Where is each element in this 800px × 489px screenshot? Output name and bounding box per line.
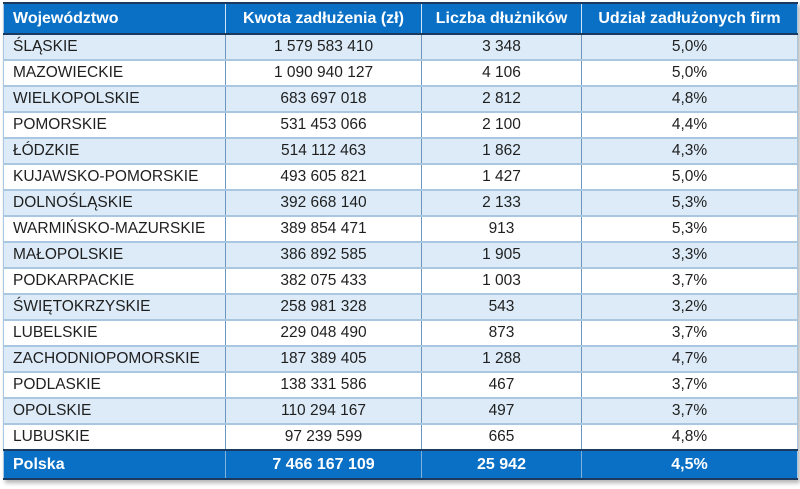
debt-amount-cell: 1 090 940 127 — [225, 60, 422, 86]
total-debt-cell: 7 466 167 109 — [225, 450, 422, 479]
region-cell: PODKARPACKIE — [3, 268, 226, 294]
table-row: KUJAWSKO-POMORSKIE 493 605 821 1 427 5,0… — [3, 164, 798, 190]
region-cell: WARMIŃSKO-MAZURSKIE — [3, 216, 226, 242]
share-cell: 4,8% — [581, 424, 798, 450]
share-cell: 3,2% — [581, 294, 798, 320]
share-cell: 5,3% — [581, 216, 798, 242]
share-cell: 5,0% — [581, 60, 798, 86]
share-cell: 5,0% — [581, 164, 798, 190]
region-cell: POMORSKIE — [3, 112, 226, 138]
debt-amount-cell: 138 331 586 — [225, 372, 422, 398]
share-cell: 3,7% — [581, 268, 798, 294]
region-cell: OPOLSKIE — [3, 398, 226, 424]
debtors-count-cell: 913 — [421, 216, 582, 242]
debt-amount-cell: 514 112 463 — [225, 138, 422, 164]
debt-amount-cell: 110 294 167 — [225, 398, 422, 424]
table-row: POMORSKIE 531 453 066 2 100 4,4% — [3, 112, 798, 138]
debtors-count-cell: 665 — [421, 424, 582, 450]
debtors-count-cell: 497 — [421, 398, 582, 424]
share-cell: 4,3% — [581, 138, 798, 164]
debt-amount-cell: 382 075 433 — [225, 268, 422, 294]
column-header-share: Udział zadłużonych firm — [581, 3, 798, 34]
header-row: Województwo Kwota zadłużenia (zł) Liczba… — [3, 3, 798, 34]
share-cell: 5,0% — [581, 34, 798, 60]
table-row: ZACHODNIOPOMORSKIE 187 389 405 1 288 4,7… — [3, 346, 798, 372]
debt-by-region-table: Województwo Kwota zadłużenia (zł) Liczba… — [3, 2, 798, 480]
debtors-count-cell: 1 003 — [421, 268, 582, 294]
debtors-count-cell: 4 106 — [421, 60, 582, 86]
debt-amount-cell: 1 579 583 410 — [225, 34, 422, 60]
debt-amount-cell: 187 389 405 — [225, 346, 422, 372]
table-row: ŚWIĘTOKRZYSKIE 258 981 328 543 3,2% — [3, 294, 798, 320]
debtors-count-cell: 1 862 — [421, 138, 582, 164]
debtors-count-cell: 1 905 — [421, 242, 582, 268]
debt-amount-cell: 392 668 140 — [225, 190, 422, 216]
debt-amount-cell: 493 605 821 — [225, 164, 422, 190]
table-row: WIELKOPOLSKIE 683 697 018 2 812 4,8% — [3, 86, 798, 112]
region-cell: KUJAWSKO-POMORSKIE — [3, 164, 226, 190]
debt-amount-cell: 389 854 471 — [225, 216, 422, 242]
share-cell: 3,7% — [581, 320, 798, 346]
total-row: Polska 7 466 167 109 25 942 4,5% — [3, 450, 798, 479]
share-cell: 3,3% — [581, 242, 798, 268]
region-cell: MAŁOPOLSKIE — [3, 242, 226, 268]
debtors-count-cell: 1 288 — [421, 346, 582, 372]
debtors-count-cell: 2 100 — [421, 112, 582, 138]
region-cell: PODLASKIE — [3, 372, 226, 398]
table-row: LUBELSKIE 229 048 490 873 3,7% — [3, 320, 798, 346]
debt-amount-cell: 683 697 018 — [225, 86, 422, 112]
region-cell: ZACHODNIOPOMORSKIE — [3, 346, 226, 372]
debtors-count-cell: 873 — [421, 320, 582, 346]
region-cell: ŚWIĘTOKRZYSKIE — [3, 294, 226, 320]
region-cell: LUBUSKIE — [3, 424, 226, 450]
region-cell: ŚLĄSKIE — [3, 34, 226, 60]
table-row: PODLASKIE 138 331 586 467 3,7% — [3, 372, 798, 398]
total-region-cell: Polska — [3, 450, 226, 479]
column-header-debtors: Liczba dłużników — [421, 3, 582, 34]
share-cell: 3,7% — [581, 372, 798, 398]
column-header-debt: Kwota zadłużenia (zł) — [225, 3, 422, 34]
debt-amount-cell: 258 981 328 — [225, 294, 422, 320]
table-row: PODKARPACKIE 382 075 433 1 003 3,7% — [3, 268, 798, 294]
debtors-count-cell: 543 — [421, 294, 582, 320]
table-row: WARMIŃSKO-MAZURSKIE 389 854 471 913 5,3% — [3, 216, 798, 242]
debtors-count-cell: 2 133 — [421, 190, 582, 216]
share-cell: 4,4% — [581, 112, 798, 138]
region-cell: DOLNOŚLĄSKIE — [3, 190, 226, 216]
debt-amount-cell: 229 048 490 — [225, 320, 422, 346]
debt-amount-cell: 386 892 585 — [225, 242, 422, 268]
table-row: ŁÓDZKIE 514 112 463 1 862 4,3% — [3, 138, 798, 164]
share-cell: 4,7% — [581, 346, 798, 372]
region-cell: LUBELSKIE — [3, 320, 226, 346]
debt-amount-cell: 531 453 066 — [225, 112, 422, 138]
table-row: ŚLĄSKIE 1 579 583 410 3 348 5,0% — [3, 34, 798, 60]
debt-amount-cell: 97 239 599 — [225, 424, 422, 450]
region-cell: WIELKOPOLSKIE — [3, 86, 226, 112]
table-row: LUBUSKIE 97 239 599 665 4,8% — [3, 424, 798, 450]
region-cell: ŁÓDZKIE — [3, 138, 226, 164]
table-row: MAŁOPOLSKIE 386 892 585 1 905 3,3% — [3, 242, 798, 268]
table-row: DOLNOŚLĄSKIE 392 668 140 2 133 5,3% — [3, 190, 798, 216]
region-cell: MAZOWIECKIE — [3, 60, 226, 86]
debtors-count-cell: 3 348 — [421, 34, 582, 60]
share-cell: 3,7% — [581, 398, 798, 424]
table-row: MAZOWIECKIE 1 090 940 127 4 106 5,0% — [3, 60, 798, 86]
debtors-count-cell: 2 812 — [421, 86, 582, 112]
total-share-cell: 4,5% — [581, 450, 798, 479]
debtors-count-cell: 1 427 — [421, 164, 582, 190]
debtors-count-cell: 467 — [421, 372, 582, 398]
total-debtors-cell: 25 942 — [421, 450, 582, 479]
share-cell: 4,8% — [581, 86, 798, 112]
table-row: OPOLSKIE 110 294 167 497 3,7% — [3, 398, 798, 424]
column-header-region: Województwo — [3, 3, 226, 34]
share-cell: 5,3% — [581, 190, 798, 216]
